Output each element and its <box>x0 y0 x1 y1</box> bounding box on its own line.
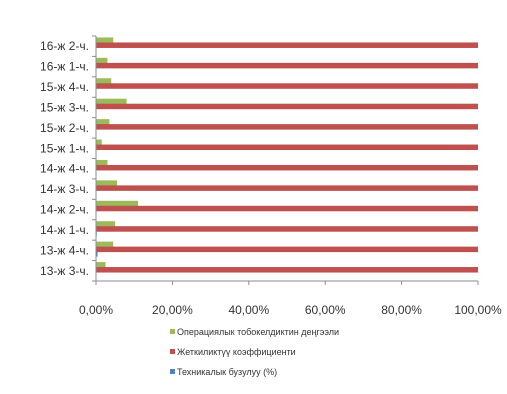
bar-availability <box>96 267 478 273</box>
bar-availability <box>96 205 478 212</box>
category-label: 14-ж 1-ч. <box>40 223 89 237</box>
legend-swatch <box>170 329 175 334</box>
category-label: 14-ж 2-ч. <box>40 203 89 217</box>
bar-availability <box>96 246 478 253</box>
legend-swatch <box>170 349 175 354</box>
bar-operational-risk <box>96 78 112 84</box>
legend: Операциялык тобокелдиктин деңгээли Жеткил… <box>170 327 339 377</box>
bar-availability <box>96 144 478 151</box>
bar-operational-risk <box>96 98 127 105</box>
bars-layer <box>96 37 478 278</box>
legend-label: Жеткиликтүү коэффициенти <box>177 347 296 357</box>
bar-operational-risk <box>96 139 102 146</box>
x-tick-label: 60,00% <box>305 303 346 317</box>
bar-operational-risk <box>96 221 116 227</box>
bar-operational-risk <box>96 37 114 43</box>
bar-operational-risk <box>96 180 118 186</box>
category-label: 15-ж 3-ч. <box>40 100 89 114</box>
bar-operational-risk <box>96 200 139 207</box>
category-label: 16-ж 2-ч. <box>40 39 89 53</box>
category-label: 15-ж 1-ч. <box>40 141 89 155</box>
x-tick-label: 80,00% <box>381 303 422 317</box>
bar-operational-risk <box>96 262 106 268</box>
bar-availability <box>96 103 478 110</box>
category-label: 13-ж 3-ч. <box>40 264 89 278</box>
bar-operational-risk <box>96 57 108 64</box>
category-label: 16-ж 1-ч. <box>40 60 89 74</box>
x-tick-label: 20,00% <box>152 303 193 317</box>
bar-technical-failure <box>96 251 98 257</box>
category-label: 14-ж 3-ч. <box>40 182 89 196</box>
bar-availability <box>96 185 478 191</box>
y-ticks-layer: 13-ж 3-ч. 13-ж 4-ч. 14-ж 1-ч. 14-ж 2-ч. 14-ж… <box>40 35 96 282</box>
bar-availability <box>96 62 478 69</box>
category-label: 14-ж 4-ч. <box>40 162 89 176</box>
bar-availability <box>96 226 478 232</box>
bar-availability <box>96 124 478 130</box>
bar-operational-risk <box>96 159 108 166</box>
category-label: 15-ж 4-ч. <box>40 80 89 94</box>
bar-availability <box>96 42 478 48</box>
bar-availability <box>96 164 478 171</box>
legend-swatch <box>170 369 175 374</box>
bar-operational-risk <box>96 241 114 248</box>
x-tick-label: 40,00% <box>228 303 269 317</box>
category-label: 13-ж 4-ч. <box>40 243 89 257</box>
category-label: 15-ж 2-ч. <box>40 121 89 135</box>
x-tick-label: 0,00% <box>79 303 113 317</box>
x-tick-label: 100,00% <box>454 303 502 317</box>
legend-label: Техникалык бузулуу (%) <box>177 367 277 377</box>
bar-operational-risk <box>96 119 110 125</box>
bar-availability <box>96 83 478 89</box>
legend-label: Операциялык тобокелдиктин деңгээли <box>177 327 339 337</box>
x-ticks-layer: 0,00% 20,00% 40,00% 60,00% 80,00% 100,00% <box>79 281 502 317</box>
